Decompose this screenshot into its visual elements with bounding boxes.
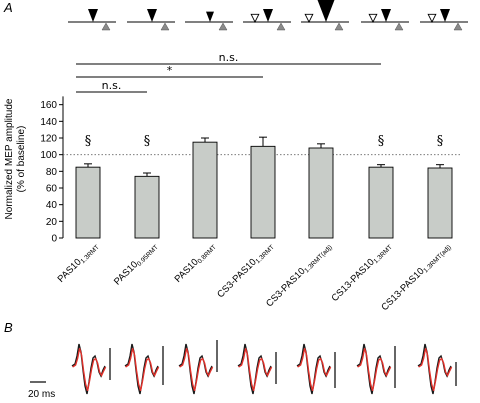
- y-axis: 0 20 40 60 80 100 120 140 160: [40, 96, 64, 245]
- schematic-black-triangle: [263, 9, 273, 22]
- time-scale-label: 20 ms: [28, 389, 55, 400]
- significance-comparisons: n.s. * n.s.: [76, 51, 381, 93]
- schematic-open-triangle: [427, 13, 437, 24]
- schematic-black-triangle: [317, 0, 335, 22]
- y-tick-label: 120: [40, 134, 57, 145]
- y-tick-label: 40: [46, 200, 58, 211]
- schematic-gray-triangle: [160, 22, 170, 31]
- x-category-main: CS13-PAS10: [330, 257, 377, 304]
- schematic-gray-triangle: [453, 22, 463, 31]
- x-category-subscript: 1.3RMT(adj): [303, 244, 333, 274]
- mep-trace-red: [418, 348, 453, 391]
- y-tick-label: 140: [40, 117, 57, 128]
- x-category-label: CS13-PAS101.3RMT: [330, 240, 394, 304]
- x-category-main: CS3-PAS10: [264, 266, 307, 309]
- comparison-label: n.s.: [102, 79, 122, 92]
- bar: [192, 141, 218, 239]
- bar: [308, 147, 334, 239]
- y-tick-label: 20: [46, 217, 58, 228]
- mep-trace-red: [297, 348, 332, 391]
- y-tick-label: 160: [40, 100, 57, 111]
- schematic-open-triangle: [304, 13, 314, 24]
- x-category-label: CS3-PAS101.3RMT(adj): [264, 240, 334, 310]
- y-tick-label: 80: [46, 167, 58, 178]
- schematic-black-triangle: [440, 9, 450, 22]
- bar: [75, 166, 101, 239]
- y-tick-label: 100: [40, 150, 57, 161]
- mep-traces: [71, 340, 457, 395]
- stimulus-schematics: [68, 0, 468, 31]
- schematic-black-triangle: [147, 9, 157, 22]
- significance-section-mark: §: [144, 134, 151, 149]
- x-category-main: CS3-PAS10: [215, 257, 258, 300]
- panel-label-a: A: [3, 0, 13, 15]
- schematic-black-triangle: [206, 11, 214, 22]
- mep-trace-red: [357, 348, 392, 391]
- y-axis-label-line1: Normalized MEP amplitude: [4, 98, 15, 219]
- x-category-label: PAS100.8RMT: [173, 240, 218, 285]
- comparison-label: *: [167, 64, 173, 77]
- x-category-main: CS13-PAS10: [379, 266, 426, 313]
- schematic-black-triangle: [88, 9, 98, 22]
- comparison-label: n.s.: [219, 51, 239, 64]
- mep-trace-red: [238, 348, 273, 391]
- y-tick-label: 60: [46, 184, 58, 195]
- schematic-gray-triangle: [334, 22, 344, 31]
- schematic-gray-triangle: [218, 22, 228, 31]
- x-category-subscript: 0.95RMT: [136, 244, 160, 268]
- mep-trace-red: [72, 348, 107, 391]
- mep-trace-red: [179, 348, 214, 391]
- x-category-subscript: 1.3RMT: [80, 244, 101, 265]
- bar: [427, 167, 453, 239]
- x-category-subscript: 1.3RMT(adj): [422, 244, 452, 274]
- bar-series: § § § §: [75, 134, 453, 239]
- time-scale-bar: 20 ms: [28, 381, 55, 400]
- panel-label-b: B: [4, 320, 13, 335]
- x-axis-category-labels: PAS101.3RMTPAS100.95RMTPAS100.8RMTCS3-PA…: [56, 240, 453, 313]
- bar: [134, 175, 160, 239]
- schematic-black-triangle: [381, 9, 391, 22]
- x-category-label: PAS101.3RMT: [56, 240, 101, 285]
- x-category-label: PAS100.95RMT: [112, 240, 160, 288]
- y-axis-label-line2: (% of baseline): [16, 126, 27, 193]
- schematic-gray-triangle: [394, 22, 404, 31]
- schematic-open-triangle: [368, 13, 378, 24]
- bar: [368, 166, 394, 239]
- significance-section-mark: §: [437, 134, 444, 149]
- x-category-subscript: 0.8RMT: [197, 244, 218, 265]
- schematic-open-triangle: [250, 13, 260, 24]
- significance-section-mark: §: [378, 134, 385, 149]
- schematic-gray-triangle: [101, 22, 111, 31]
- y-tick-label: 0: [51, 234, 57, 245]
- mep-trace-red: [125, 348, 160, 391]
- schematic-gray-triangle: [276, 22, 286, 31]
- x-category-subscript: 1.3RMT: [373, 244, 394, 265]
- x-category-label: CS3-PAS101.3RMT: [215, 240, 276, 301]
- significance-section-mark: §: [85, 134, 92, 149]
- bar: [250, 145, 276, 239]
- x-category-subscript: 1.3RMT: [255, 244, 276, 265]
